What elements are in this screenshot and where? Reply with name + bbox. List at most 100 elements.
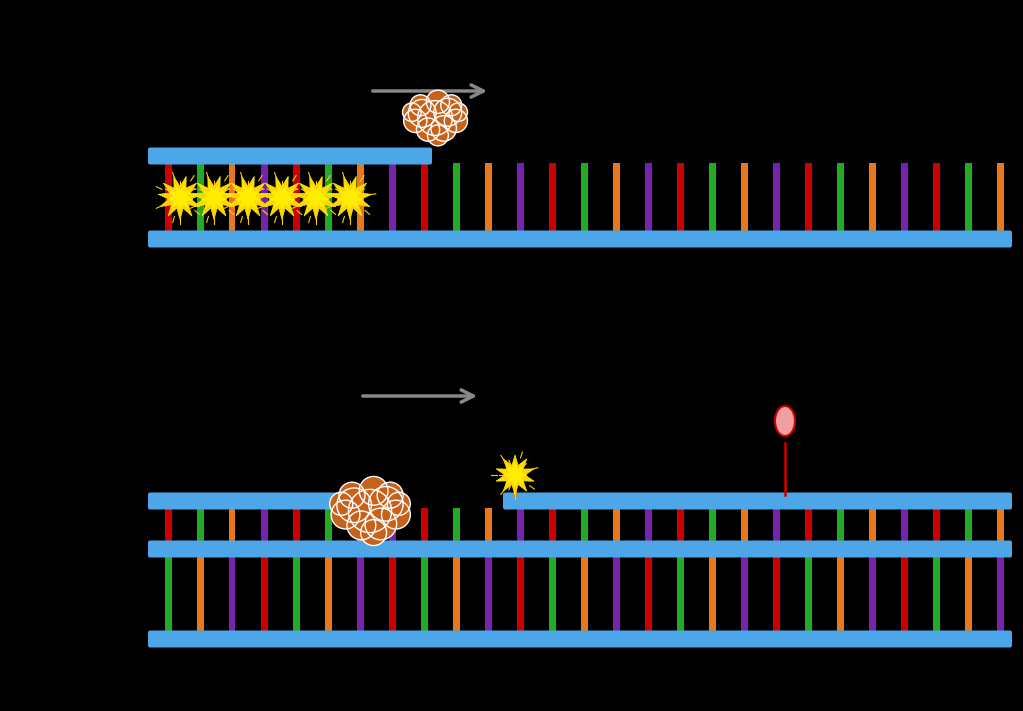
Bar bbox=[900, 508, 907, 542]
Circle shape bbox=[444, 109, 468, 132]
Bar bbox=[741, 163, 748, 232]
Bar bbox=[900, 555, 907, 633]
Bar bbox=[772, 508, 780, 542]
Bar bbox=[709, 555, 715, 633]
Polygon shape bbox=[303, 186, 328, 210]
Bar bbox=[228, 555, 235, 633]
Bar bbox=[869, 555, 876, 633]
Bar bbox=[580, 163, 587, 232]
Bar bbox=[676, 555, 683, 633]
Polygon shape bbox=[338, 186, 363, 210]
Bar bbox=[485, 508, 491, 542]
Circle shape bbox=[410, 95, 431, 116]
Circle shape bbox=[368, 486, 403, 521]
Bar bbox=[709, 163, 715, 232]
Bar bbox=[772, 163, 780, 232]
Bar bbox=[804, 555, 811, 633]
Bar bbox=[869, 508, 876, 542]
Bar bbox=[196, 508, 204, 542]
Circle shape bbox=[347, 511, 375, 540]
Circle shape bbox=[449, 103, 468, 122]
Polygon shape bbox=[159, 176, 202, 220]
Circle shape bbox=[329, 492, 353, 515]
Bar bbox=[165, 508, 172, 542]
Bar bbox=[356, 508, 363, 542]
Bar bbox=[804, 163, 811, 232]
Bar bbox=[165, 163, 172, 232]
Bar bbox=[580, 508, 587, 542]
Bar bbox=[517, 163, 524, 232]
Bar bbox=[933, 163, 939, 232]
Bar bbox=[933, 555, 939, 633]
Polygon shape bbox=[235, 186, 261, 210]
Polygon shape bbox=[260, 176, 304, 220]
Bar bbox=[548, 163, 555, 232]
Polygon shape bbox=[192, 176, 235, 220]
Polygon shape bbox=[328, 176, 371, 220]
Bar bbox=[676, 508, 683, 542]
FancyBboxPatch shape bbox=[503, 493, 1012, 510]
FancyBboxPatch shape bbox=[148, 147, 432, 164]
Circle shape bbox=[417, 100, 452, 135]
Bar bbox=[389, 508, 396, 542]
Polygon shape bbox=[226, 176, 270, 220]
Bar bbox=[324, 555, 331, 633]
Circle shape bbox=[402, 103, 421, 122]
Bar bbox=[420, 163, 428, 232]
Bar bbox=[772, 555, 780, 633]
Bar bbox=[196, 555, 204, 633]
Bar bbox=[261, 163, 267, 232]
Bar bbox=[261, 508, 267, 542]
FancyBboxPatch shape bbox=[148, 230, 1012, 247]
FancyBboxPatch shape bbox=[148, 540, 1012, 557]
Bar bbox=[965, 163, 972, 232]
Ellipse shape bbox=[775, 406, 795, 436]
Bar bbox=[452, 555, 459, 633]
Bar bbox=[965, 555, 972, 633]
Bar bbox=[420, 555, 428, 633]
Polygon shape bbox=[269, 186, 295, 210]
Bar bbox=[324, 163, 331, 232]
Bar bbox=[676, 163, 683, 232]
Circle shape bbox=[331, 501, 360, 529]
Polygon shape bbox=[295, 176, 338, 220]
Bar bbox=[389, 555, 396, 633]
Circle shape bbox=[382, 501, 410, 529]
Bar bbox=[900, 163, 907, 232]
Circle shape bbox=[404, 109, 427, 132]
Bar bbox=[837, 508, 844, 542]
Bar bbox=[548, 508, 555, 542]
Bar bbox=[485, 555, 491, 633]
Circle shape bbox=[337, 488, 371, 523]
FancyBboxPatch shape bbox=[148, 631, 1012, 648]
Bar bbox=[644, 508, 652, 542]
Circle shape bbox=[427, 90, 449, 113]
Circle shape bbox=[361, 520, 387, 545]
Circle shape bbox=[365, 508, 397, 540]
Bar bbox=[996, 163, 1004, 232]
Circle shape bbox=[359, 476, 388, 506]
Bar bbox=[837, 555, 844, 633]
Bar bbox=[228, 508, 235, 542]
Bar bbox=[165, 555, 172, 633]
Bar bbox=[261, 555, 267, 633]
Circle shape bbox=[428, 125, 448, 146]
Circle shape bbox=[339, 482, 365, 508]
Circle shape bbox=[416, 118, 440, 141]
Bar bbox=[996, 508, 1004, 542]
Bar bbox=[293, 163, 300, 232]
Bar bbox=[389, 163, 396, 232]
Bar bbox=[293, 508, 300, 542]
Bar bbox=[293, 555, 300, 633]
Bar bbox=[965, 508, 972, 542]
Circle shape bbox=[431, 116, 456, 141]
Bar bbox=[996, 555, 1004, 633]
Polygon shape bbox=[496, 455, 534, 495]
Bar bbox=[709, 508, 715, 542]
Bar bbox=[869, 163, 876, 232]
Bar bbox=[452, 163, 459, 232]
Bar bbox=[356, 163, 363, 232]
Circle shape bbox=[441, 95, 461, 116]
Bar bbox=[741, 508, 748, 542]
Circle shape bbox=[388, 492, 410, 515]
